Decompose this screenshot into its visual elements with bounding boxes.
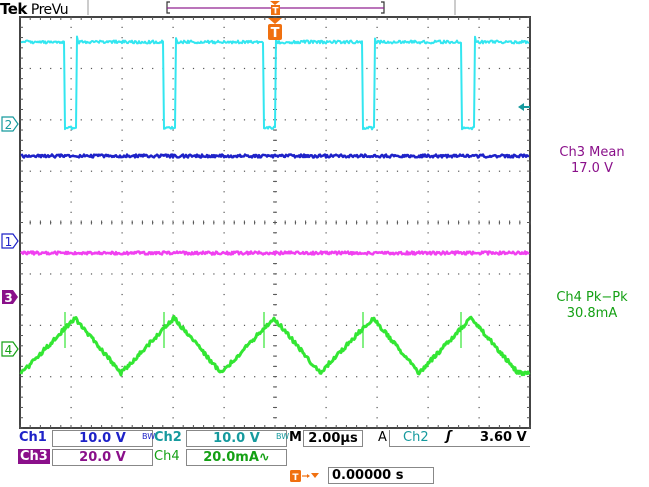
ch2-ground-marker[interactable]: 2: [2, 117, 18, 132]
ch2-scale[interactable]: 10.0 V: [186, 430, 287, 447]
measurement-label: Ch4 Pk−Pk: [535, 290, 649, 306]
ch1-ground-marker[interactable]: 1: [2, 234, 18, 249]
svg-text:T: T: [272, 7, 279, 17]
ch2-bw-limit-icon: BW: [276, 432, 289, 441]
trigger-source: Ch2: [403, 430, 429, 445]
svg-text:3: 3: [4, 291, 12, 305]
ch4-label[interactable]: Ch4: [154, 449, 180, 464]
trigger-slope-rising-icon: ʃ: [446, 429, 451, 444]
horizontal-position[interactable]: 0.00000 s: [328, 467, 434, 484]
ch3-ground-marker[interactable]: 3: [2, 290, 18, 305]
svg-text:1: 1: [5, 235, 13, 249]
measurement-ch4-pkpk: Ch4 Pk−Pk 30.8mA: [535, 290, 649, 322]
ch2-marker-label: 2: [5, 118, 13, 132]
ch2-label[interactable]: Ch2: [154, 430, 182, 445]
ch1-scale[interactable]: 10.0 V: [52, 430, 153, 447]
measurement-value: 17.0 V: [535, 161, 649, 177]
trigger-mode: A: [378, 430, 387, 445]
ch1-label[interactable]: Ch1: [19, 430, 47, 445]
trigger-position-marker: T: [268, 18, 282, 41]
ch4-ground-marker[interactable]: 4: [2, 342, 18, 357]
trigger-to-position-icon: T: [290, 468, 320, 482]
ch3-scale[interactable]: 20.0 V: [52, 449, 153, 466]
record-view-bar: T: [167, 1, 384, 17]
measurement-label: Ch3 Mean: [535, 145, 649, 161]
trigger-position-marker-small: T: [270, 1, 280, 17]
measurement-value: 30.8mA: [535, 306, 649, 322]
trigger-readout[interactable]: Ch2 ʃ 3.60 V: [389, 430, 530, 447]
svg-text:T: T: [271, 26, 280, 41]
ch3-label[interactable]: Ch3: [18, 449, 50, 464]
waveform-traces: [21, 37, 529, 375]
svg-text:4: 4: [5, 343, 13, 357]
ch4-scale[interactable]: 20.0mA∿: [186, 449, 287, 466]
measurement-ch3-mean: Ch3 Mean 17.0 V: [535, 145, 649, 177]
trigger-level: 3.60 V: [480, 430, 527, 445]
timebase-scale[interactable]: 2.00µs: [303, 430, 363, 447]
svg-text:T: T: [292, 473, 299, 483]
scope-display: T T 2 1 3 4: [0, 0, 649, 486]
timebase-label: M: [289, 430, 302, 445]
